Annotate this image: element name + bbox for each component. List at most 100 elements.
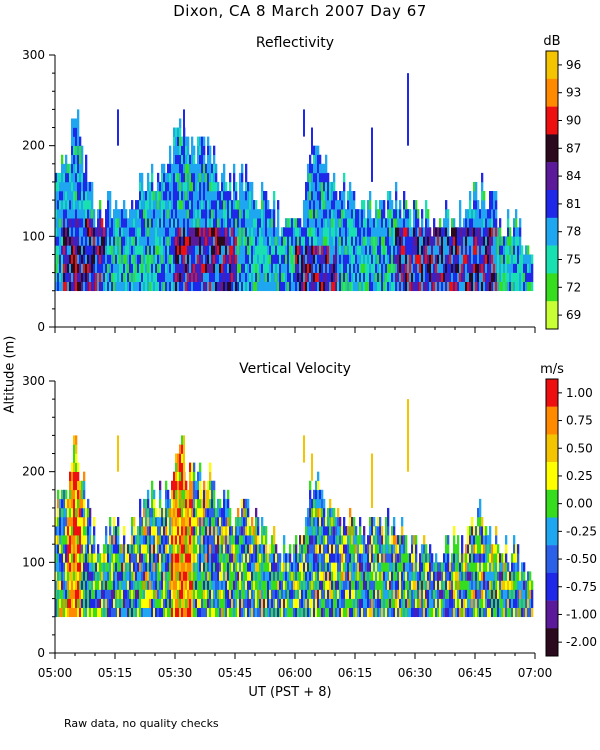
heatmap-cell (457, 263, 460, 273)
heatmap-cell (331, 598, 334, 608)
heatmap-cell (163, 254, 166, 264)
heatmap-cell (365, 254, 368, 264)
heatmap-cell (81, 163, 84, 174)
heatmap-cell (397, 589, 400, 599)
heatmap-cell (209, 507, 212, 518)
heatmap-cell (415, 200, 418, 210)
heatmap-cell (363, 236, 366, 246)
heatmap-cell (517, 227, 520, 237)
heatmap-cell (85, 507, 88, 518)
heatmap-cell (393, 526, 396, 536)
heatmap-cell (75, 435, 78, 445)
heatmap-cell (229, 580, 232, 590)
heatmap-cell (193, 544, 196, 554)
heatmap-cell (425, 236, 428, 246)
heatmap-cell (355, 245, 358, 255)
heatmap-cell (173, 526, 176, 536)
heatmap-cell (307, 254, 310, 264)
heatmap-cell (215, 589, 218, 599)
heatmap-cell (263, 589, 266, 599)
heatmap-cell (355, 281, 358, 292)
heatmap-cell (59, 263, 62, 273)
heatmap-cell (191, 154, 194, 165)
heatmap-cell (333, 544, 336, 554)
heatmap-cell (489, 227, 492, 237)
heatmap-cell (507, 272, 510, 282)
heatmap-cell (311, 281, 314, 292)
heatmap-cell (193, 598, 196, 608)
heatmap-cell (69, 553, 72, 563)
heatmap-cell (103, 562, 106, 572)
heatmap-cell (369, 245, 372, 255)
heatmap-cell (161, 507, 164, 518)
heatmap-cell (265, 245, 268, 255)
heatmap-cell (323, 209, 326, 219)
heatmap-cell (285, 553, 288, 563)
heatmap-cell (121, 607, 124, 618)
heatmap-cell (229, 589, 232, 599)
heatmap-cell (131, 535, 134, 545)
heatmap-cell (459, 245, 462, 255)
heatmap-cell (197, 471, 200, 482)
heatmap-cell (297, 607, 300, 618)
heatmap-cell (351, 263, 354, 273)
heatmap-cell (441, 281, 444, 292)
heatmap-cell (207, 218, 210, 228)
heatmap-cell (61, 227, 64, 237)
heatmap-cell (309, 263, 312, 273)
heatmap-cell (343, 254, 346, 264)
heatmap-cell (179, 571, 182, 581)
heatmap-cell (449, 272, 452, 282)
heatmap-cell (125, 571, 128, 581)
heatmap-cell (151, 498, 154, 509)
heatmap-cell (355, 571, 358, 581)
heatmap-cell (491, 281, 494, 292)
heatmap-cell (183, 236, 186, 246)
heatmap-cell (157, 589, 160, 599)
heatmap-cell (165, 498, 168, 509)
heatmap-cell (465, 589, 468, 599)
heatmap-cell (77, 136, 80, 146)
heatmap-cell (245, 598, 248, 608)
heatmap-cell (407, 218, 410, 228)
heatmap-cell (353, 191, 356, 201)
heatmap-cell (207, 489, 210, 500)
heatmap-cell (137, 562, 140, 572)
heatmap-cell (193, 191, 196, 201)
heatmap-cell (347, 526, 350, 536)
heatmap-cell (207, 562, 210, 572)
heatmap-cell (221, 571, 224, 581)
heatmap-cell (71, 281, 74, 292)
heatmap-cell (349, 227, 352, 237)
heatmap-cell (311, 272, 314, 282)
heatmap-cell (173, 535, 176, 545)
heatmap-cell (285, 272, 288, 282)
heatmap-cell (337, 526, 340, 536)
heatmap-cell (469, 236, 472, 246)
heatmap-cell (445, 218, 448, 228)
heatmap-cell (225, 191, 228, 201)
heatmap-cell (143, 200, 146, 210)
heatmap-cell (83, 254, 86, 264)
heatmap-cell (245, 571, 248, 581)
heatmap-cell (233, 181, 236, 192)
heatmap-cell (363, 589, 366, 599)
heatmap-cell (267, 553, 270, 563)
heatmap-cell (131, 263, 134, 273)
heatmap-cell (369, 544, 372, 554)
heatmap-cell (493, 263, 496, 273)
heatmap-cell (439, 571, 442, 581)
heatmap-cell (75, 535, 78, 545)
heatmap-cell (57, 598, 60, 608)
heatmap-cell (255, 589, 258, 599)
heatmap-cell (197, 553, 200, 563)
heatmap-cell (227, 200, 230, 210)
heatmap-cell (105, 218, 108, 228)
heatmap-cell (119, 263, 122, 273)
heatmap-cell (177, 453, 180, 463)
heatmap-cell (365, 272, 368, 282)
heatmap-cell (197, 136, 200, 146)
heatmap-cell (75, 544, 78, 554)
heatmap-cell (181, 471, 184, 482)
